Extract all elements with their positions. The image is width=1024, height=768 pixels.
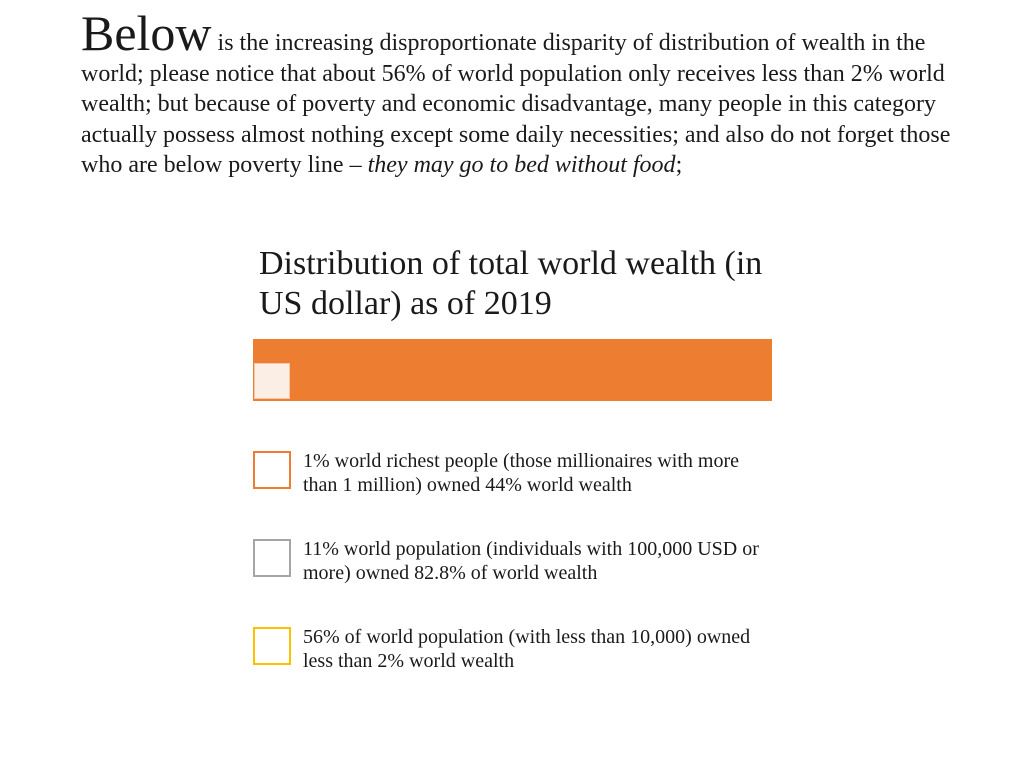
legend-item-richest: 1% world richest people (those millionai… <box>253 449 773 499</box>
intro-lead-word: Below <box>81 5 212 61</box>
intro-text: is the increasing disproportionate dispa… <box>81 30 951 178</box>
legend-label-lower: 56% of world population (with less than … <box>303 626 751 672</box>
legend-item-lower: 56% of world population (with less than … <box>253 625 773 675</box>
legend-label-upper: 11% world population (individuals with 1… <box>303 538 759 584</box>
bar-segment <box>254 363 290 399</box>
chart-title: Distribution of total world wealth (in U… <box>259 245 763 322</box>
legend-swatch-lower <box>253 627 291 665</box>
intro-paragraph: Below is the increasing disproportionate… <box>81 8 961 181</box>
legend-label-richest: 1% world richest people (those millionai… <box>303 450 740 496</box>
chart-bar <box>253 339 772 401</box>
legend-swatch-richest <box>253 451 291 489</box>
legend-item-upper: 11% world population (individuals with 1… <box>253 537 773 587</box>
intro-end-text: ; <box>675 152 683 178</box>
intro-italic-text: they may go to bed without food <box>367 152 676 178</box>
legend-swatch-upper <box>253 539 291 577</box>
